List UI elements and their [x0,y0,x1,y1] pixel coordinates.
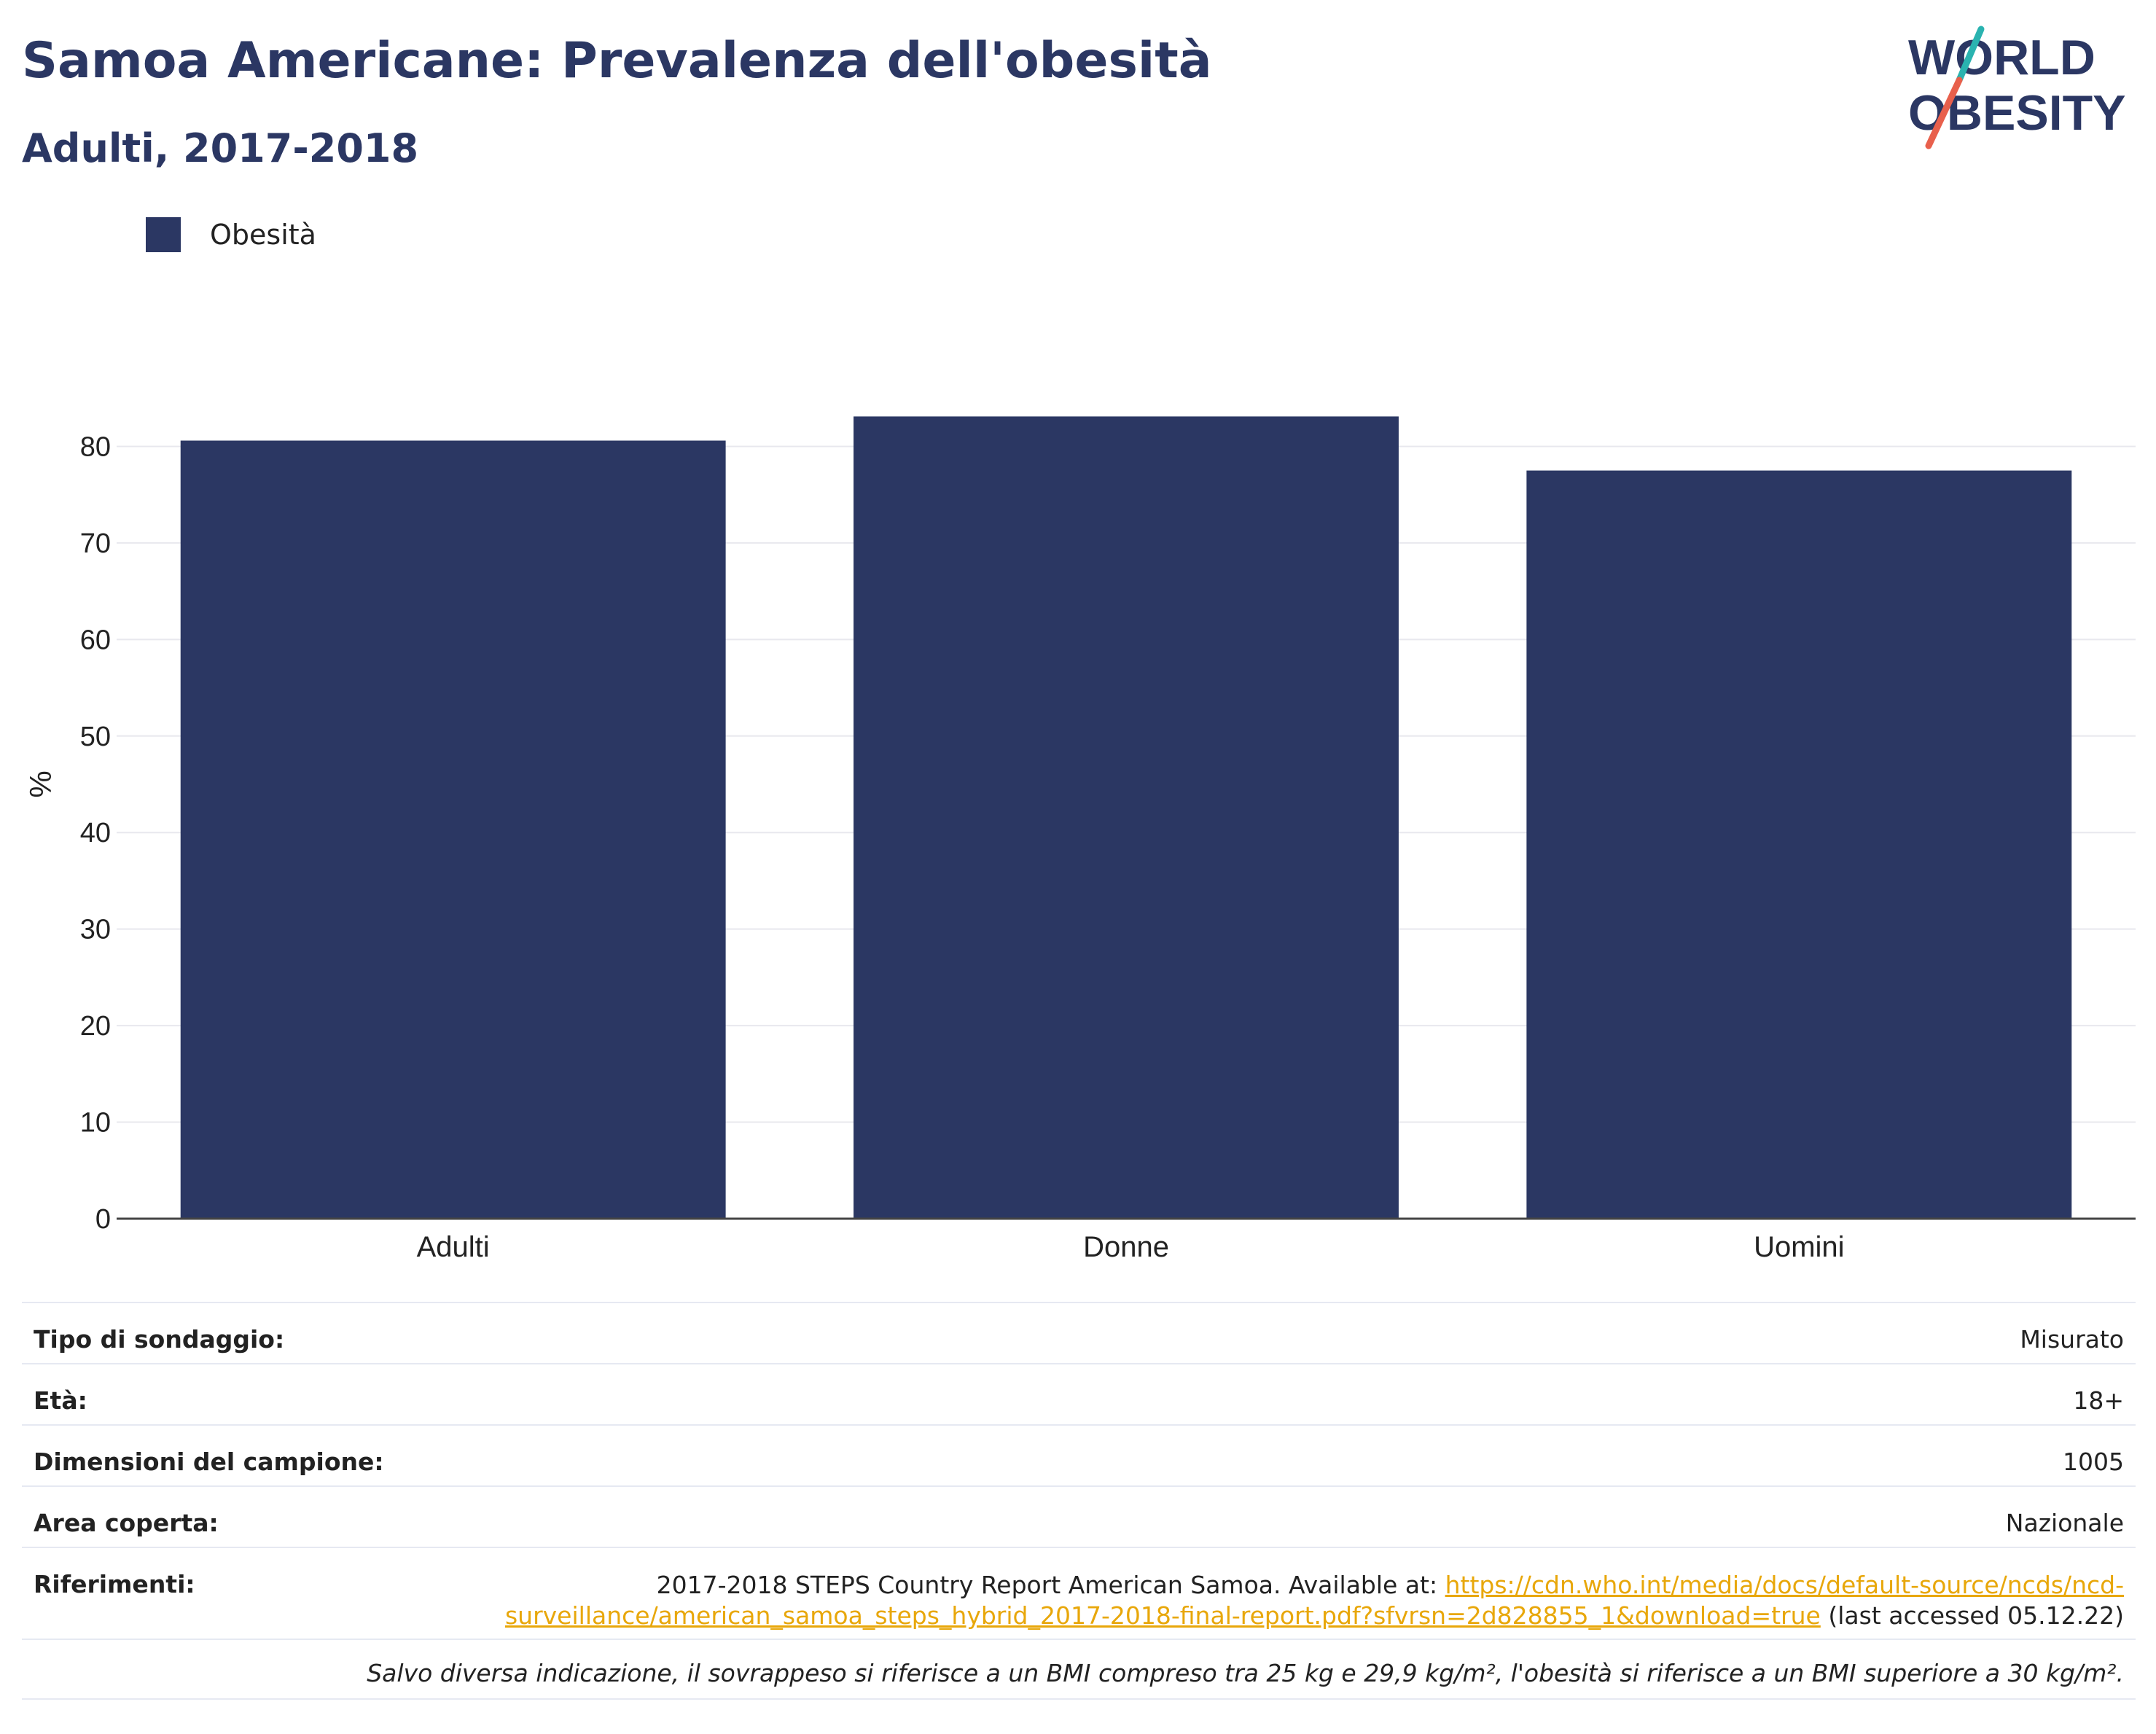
info-row-sample-size: Dimensioni del campione: 1005 [22,1424,2136,1485]
y-tick-label: 50 [80,722,111,752]
bar-adulti[interactable] [180,440,726,1219]
references-value: 2017-2018 STEPS Country Report American … [229,1570,2124,1631]
bar-donne[interactable] [854,416,1399,1219]
y-tick-label: 20 [80,1011,111,1042]
info-row-survey-type: Tipo di sondaggio: Misurato [22,1302,2136,1363]
info-row-age: Età: 18+ [22,1363,2136,1424]
x-tick-label: Adulti [417,1231,490,1263]
chart-subtitle: Adulti, 2017-2018 [22,125,419,171]
survey-type-value: Misurato [2020,1325,2124,1354]
legend-swatch [146,217,181,252]
world-obesity-logo: WORLD OBESITY [1908,26,2126,149]
area-label: Area coperta: [34,1509,219,1537]
references-text-after: (last accessed 05.12.22) [1820,1601,2124,1630]
x-tick-label: Donne [1083,1231,1169,1263]
x-tick-label: Uomini [1754,1231,1844,1263]
info-table: Tipo di sondaggio: Misurato Età: 18+ Dim… [22,1302,2136,1700]
logo-slash-red [1925,77,1963,149]
references-link[interactable]: https://cdn.who.int/media/docs/default-s… [504,1571,2124,1630]
y-tick-label: 0 [95,1204,111,1235]
y-axis-label: % [23,770,58,797]
sample-size-value: 1005 [2063,1448,2124,1476]
age-label: Età: [34,1386,87,1415]
y-tick-label: 80 [80,431,111,462]
chart-legend[interactable]: Obesità [146,217,316,252]
survey-type-label: Tipo di sondaggio: [34,1325,285,1354]
y-tick-label: 70 [80,528,111,559]
y-tick-label: 40 [80,818,111,848]
chart-title: Samoa Americane: Prevalenza dell'obesità [22,32,1212,90]
info-row-references: Riferimenti: 2017-2018 STEPS Country Rep… [22,1547,2136,1639]
age-value: 18+ [2073,1386,2124,1415]
references-label: Riferimenti: [34,1570,195,1598]
footnote: Salvo diversa indicazione, il sovrappeso… [22,1639,2136,1700]
y-tick-label: 60 [80,625,111,655]
y-tick-label: 10 [80,1108,111,1139]
legend-label: Obesità [210,219,316,251]
area-value: Nazionale [2005,1509,2124,1537]
info-row-area: Area coperta: Nazionale [22,1485,2136,1547]
bar-chart: 0 10 20 30 40 50 60 70 80% Adulti Donne Uomini [23,416,2136,1263]
sample-size-label: Dimensioni del campione: [34,1448,384,1476]
logo-line1: WORLD [1908,30,2096,85]
logo-slash-teal [1956,26,1985,84]
references-text-before: 2017-2018 STEPS Country Report American … [656,1571,1445,1599]
y-tick-label: 30 [80,915,111,945]
bar-uomini[interactable] [1526,470,2072,1219]
